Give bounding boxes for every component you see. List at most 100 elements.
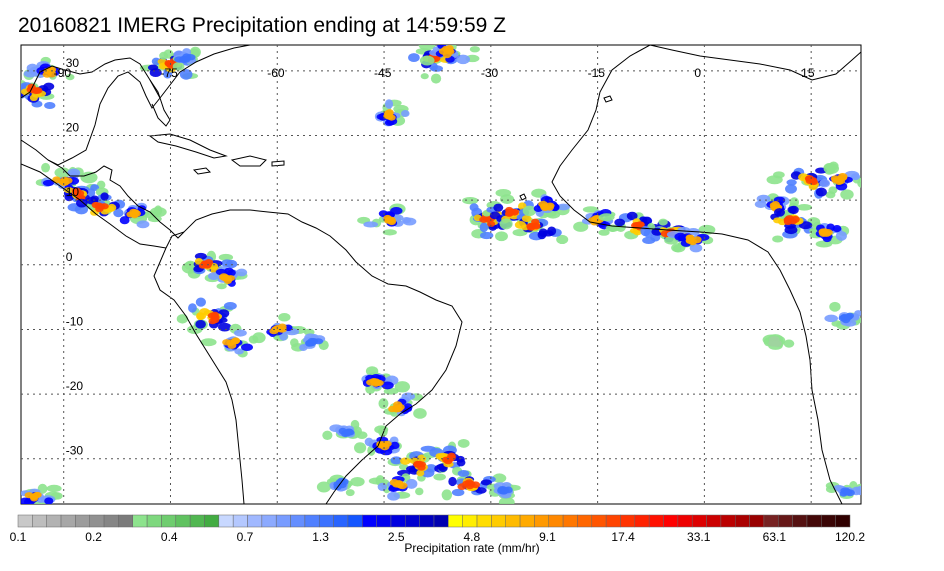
precipitation-layer xyxy=(21,45,861,504)
colorbar-tick-label: 0.2 xyxy=(85,530,102,544)
coastline-cape-verde xyxy=(519,193,527,201)
colorbar-swatch xyxy=(232,514,248,528)
precip-cell xyxy=(200,323,266,358)
colorbar-title: Precipitation rate (mm/hr) xyxy=(404,541,540,555)
colorbar-swatch xyxy=(663,514,679,528)
colorbar-swatch xyxy=(491,514,506,528)
colorbar-tick-label: 0.7 xyxy=(237,530,254,544)
colorbar-swatch xyxy=(218,514,234,528)
colorbar-swatch xyxy=(390,514,406,528)
precip-cell xyxy=(762,334,795,350)
precip-cell xyxy=(204,265,248,290)
precip-cell xyxy=(374,99,410,127)
precip-cell xyxy=(664,224,716,253)
colorbar-swatch xyxy=(132,514,148,528)
precip-cell xyxy=(378,392,427,419)
precip-cell xyxy=(486,481,521,504)
precip-cell xyxy=(291,328,329,352)
colorbar-tick-label: 1.3 xyxy=(312,530,329,544)
colorbar-swatch xyxy=(591,514,607,528)
coastline-east-us xyxy=(159,45,251,99)
colorbar-swatch xyxy=(275,514,291,528)
colorbar-tick-label: 63.1 xyxy=(763,530,787,544)
longitude-label: -45 xyxy=(374,66,392,80)
map-title: 20160821 IMERG Precipitation ending at 1… xyxy=(18,14,506,37)
latitude-label: -30 xyxy=(66,444,84,458)
colorbar-swatch xyxy=(462,514,478,528)
latitude-label: -20 xyxy=(66,379,84,393)
precip-cell xyxy=(176,297,237,335)
precip-cell xyxy=(824,301,861,330)
precip-cell xyxy=(316,474,365,497)
coastline-north-america xyxy=(21,57,161,166)
colorbar-swatch xyxy=(519,514,535,528)
colorbar-swatch xyxy=(89,514,105,528)
colorbar-swatch xyxy=(32,514,47,528)
colorbar-tick-label: 4.8 xyxy=(463,530,480,544)
colorbar-swatch xyxy=(448,514,463,528)
colorbar-swatch xyxy=(161,514,177,528)
precip-cell xyxy=(368,473,424,501)
colorbar-swatch xyxy=(362,514,377,528)
coastline-jamaica xyxy=(192,167,212,175)
longitude-label: -75 xyxy=(160,66,178,80)
coastline-central-america-pacific xyxy=(21,163,167,249)
colorbar-swatch xyxy=(763,514,779,528)
latitude-label: 10 xyxy=(66,185,80,199)
longitude-labels: -90 -75 -60 -45 -30 -15 0 15 xyxy=(54,66,815,80)
colorbar-swatch xyxy=(304,514,320,528)
latitude-label: 30 xyxy=(66,56,80,70)
precip-cell xyxy=(21,80,56,110)
colorbar-swatch xyxy=(419,514,435,528)
colorbar-swatch xyxy=(577,514,593,528)
latitude-labels: 30 20 10 0 -10 -20 -30 xyxy=(66,56,84,458)
precip-cell xyxy=(266,313,307,348)
colorbar-swatch xyxy=(261,514,277,528)
colorbar-tick-label: 33.1 xyxy=(687,530,711,544)
colorbar-boxes xyxy=(17,514,851,528)
longitude-label: -30 xyxy=(481,66,499,80)
colorbar-swatch xyxy=(605,514,621,528)
coastline-cuba xyxy=(148,133,228,159)
colorbar-swatch xyxy=(806,514,822,528)
colorbar-swatch xyxy=(175,514,191,528)
longitude-label: -60 xyxy=(267,66,285,80)
colorbar-swatch xyxy=(347,514,363,528)
precip-cell xyxy=(462,196,530,242)
colorbar-swatch xyxy=(318,514,334,528)
colorbar-swatch xyxy=(677,514,693,528)
latitude-label: -10 xyxy=(66,314,84,328)
latitude-label: 0 xyxy=(66,250,73,264)
colorbar-swatch xyxy=(189,514,205,528)
precip-cell xyxy=(357,203,417,236)
colorbar-swatch xyxy=(146,514,162,528)
longitude-label: 0 xyxy=(694,66,701,80)
colorbar-tick-label: 0.1 xyxy=(10,530,27,544)
colorbar-swatch xyxy=(333,514,349,528)
coastline-hispaniola xyxy=(230,155,267,167)
colorbar-swatch xyxy=(60,514,76,528)
colorbar-swatch xyxy=(548,514,564,528)
colorbar-swatch xyxy=(376,514,392,528)
coastline-canary xyxy=(603,95,613,103)
colorbar-swatch xyxy=(749,514,765,528)
precip-cell xyxy=(819,163,861,200)
precip-cell xyxy=(361,366,411,395)
precip-cell xyxy=(825,480,861,499)
colorbar-swatch xyxy=(792,514,808,528)
colorbar-swatch xyxy=(118,514,134,528)
colorbar-swatch xyxy=(433,514,449,528)
longitude-label: -90 xyxy=(54,66,72,80)
colorbar-swatch xyxy=(778,514,793,528)
gridlines xyxy=(21,45,861,504)
colorbar-swatch xyxy=(620,514,636,528)
colorbar-tick-label: 2.5 xyxy=(388,530,405,544)
colorbar-swatch xyxy=(505,514,521,528)
colorbar-tick-label: 9.1 xyxy=(539,530,556,544)
colorbar-swatch xyxy=(247,514,263,528)
colorbar-swatch xyxy=(476,514,492,528)
colorbar-swatch xyxy=(821,514,836,528)
coastline-south-america xyxy=(165,209,463,504)
